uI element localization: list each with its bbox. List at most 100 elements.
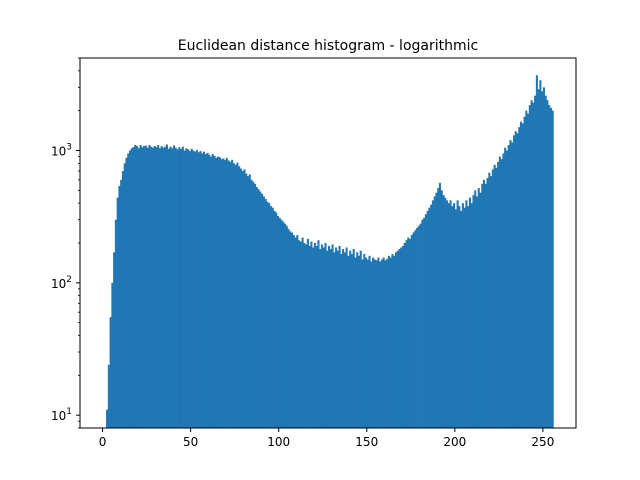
histogram-bar (386, 258, 389, 428)
histogram-bar (106, 409, 109, 428)
histogram-bar (472, 195, 475, 428)
histogram-bar (363, 254, 366, 428)
histogram-bar (125, 157, 128, 428)
histogram-bar (315, 245, 318, 428)
histogram-bar (225, 157, 228, 428)
histogram-bar (174, 147, 177, 428)
histogram-bar (215, 157, 218, 428)
histogram-bar (468, 197, 471, 428)
histogram-bar (401, 245, 405, 428)
histogram-bar (514, 131, 517, 428)
histogram-bar (278, 217, 281, 428)
histogram-bar (465, 200, 468, 428)
histogram-bar (245, 173, 248, 428)
histogram-bar (444, 197, 447, 428)
histogram-bar (532, 102, 535, 428)
bars-group (106, 75, 554, 429)
histogram-bar (248, 174, 251, 428)
histogram-bar (162, 147, 165, 428)
histogram-bar (442, 195, 445, 428)
histogram-bar (491, 169, 494, 428)
histogram-bar (460, 210, 463, 428)
histogram-bar (518, 127, 521, 428)
histogram-bar (155, 147, 158, 428)
histogram-bar (400, 247, 403, 428)
histogram-bar (206, 152, 209, 428)
histogram-bar (414, 230, 417, 428)
histogram-bar (262, 196, 265, 428)
histogram-bar (246, 176, 250, 428)
histogram-bar (222, 158, 225, 428)
histogram-bar (178, 147, 181, 428)
histogram-bar (534, 95, 537, 428)
histogram-bar (195, 149, 198, 428)
histogram-bar (301, 237, 304, 428)
histogram-bar (470, 203, 473, 428)
histogram-bar (282, 221, 285, 428)
histogram-bar (391, 254, 394, 428)
histogram-bar (329, 249, 332, 428)
histogram-bar (187, 149, 190, 429)
histogram-bar (204, 154, 207, 428)
histogram-bar (136, 146, 139, 428)
histogram-bar (347, 255, 350, 428)
histogram-bar (530, 100, 533, 429)
histogram-bar (276, 215, 279, 428)
histogram-bar (338, 245, 341, 428)
histogram-bar (130, 148, 133, 428)
histogram-bar (340, 254, 343, 428)
histogram-bar (528, 105, 531, 429)
histogram-bar (254, 183, 257, 428)
histogram-bar (164, 146, 167, 429)
histogram-bar (546, 100, 549, 429)
histogram-bar (551, 110, 554, 428)
histogram-bar (202, 151, 206, 428)
histogram-bar (236, 162, 239, 429)
histogram-bar (313, 243, 316, 428)
histogram-bar (231, 159, 234, 428)
histogram-bar (107, 364, 110, 428)
histogram-bar (423, 217, 426, 428)
histogram-bar (312, 247, 315, 428)
histogram-bar (165, 144, 169, 428)
histogram-bar (345, 247, 348, 428)
histogram-bar (283, 223, 287, 428)
histogram-bar (541, 91, 544, 428)
histogram-bar (287, 229, 290, 428)
histogram-bar (446, 200, 449, 428)
histogram-bar (183, 150, 186, 428)
histogram-bar (232, 163, 235, 428)
histogram-bar (324, 243, 327, 428)
histogram-bar (257, 189, 260, 428)
histogram-bar (490, 176, 493, 428)
histogram-bar (241, 171, 244, 428)
histogram-bar (190, 148, 193, 429)
histogram-bar (181, 146, 184, 429)
histogram-bar (456, 200, 459, 428)
histogram-bar (144, 145, 147, 429)
histogram-bar (343, 252, 346, 428)
histogram-bar (285, 225, 288, 428)
histogram-bar (306, 238, 309, 428)
x-tick-label: 150 (355, 435, 378, 449)
histogram-bar (474, 190, 477, 428)
histogram-bar (289, 231, 292, 428)
histogram-bar (336, 250, 339, 428)
histogram-bar (403, 243, 406, 428)
x-axis: 0 50 100 150 200 250 (99, 428, 554, 449)
histogram-bar (416, 227, 419, 428)
x-tick-label: 200 (443, 435, 466, 449)
histogram-bar (180, 148, 183, 429)
histogram-bar (137, 148, 140, 428)
histogram-bar (118, 185, 121, 428)
histogram-bar (227, 160, 230, 428)
histogram-bar (387, 255, 390, 428)
histogram-bar (333, 252, 336, 428)
histogram-bar (261, 193, 264, 428)
histogram-bar (303, 243, 306, 428)
histogram-bar (377, 257, 380, 428)
histogram-bar (449, 200, 452, 428)
histogram-bar (419, 223, 422, 428)
histogram-bar (431, 200, 434, 428)
